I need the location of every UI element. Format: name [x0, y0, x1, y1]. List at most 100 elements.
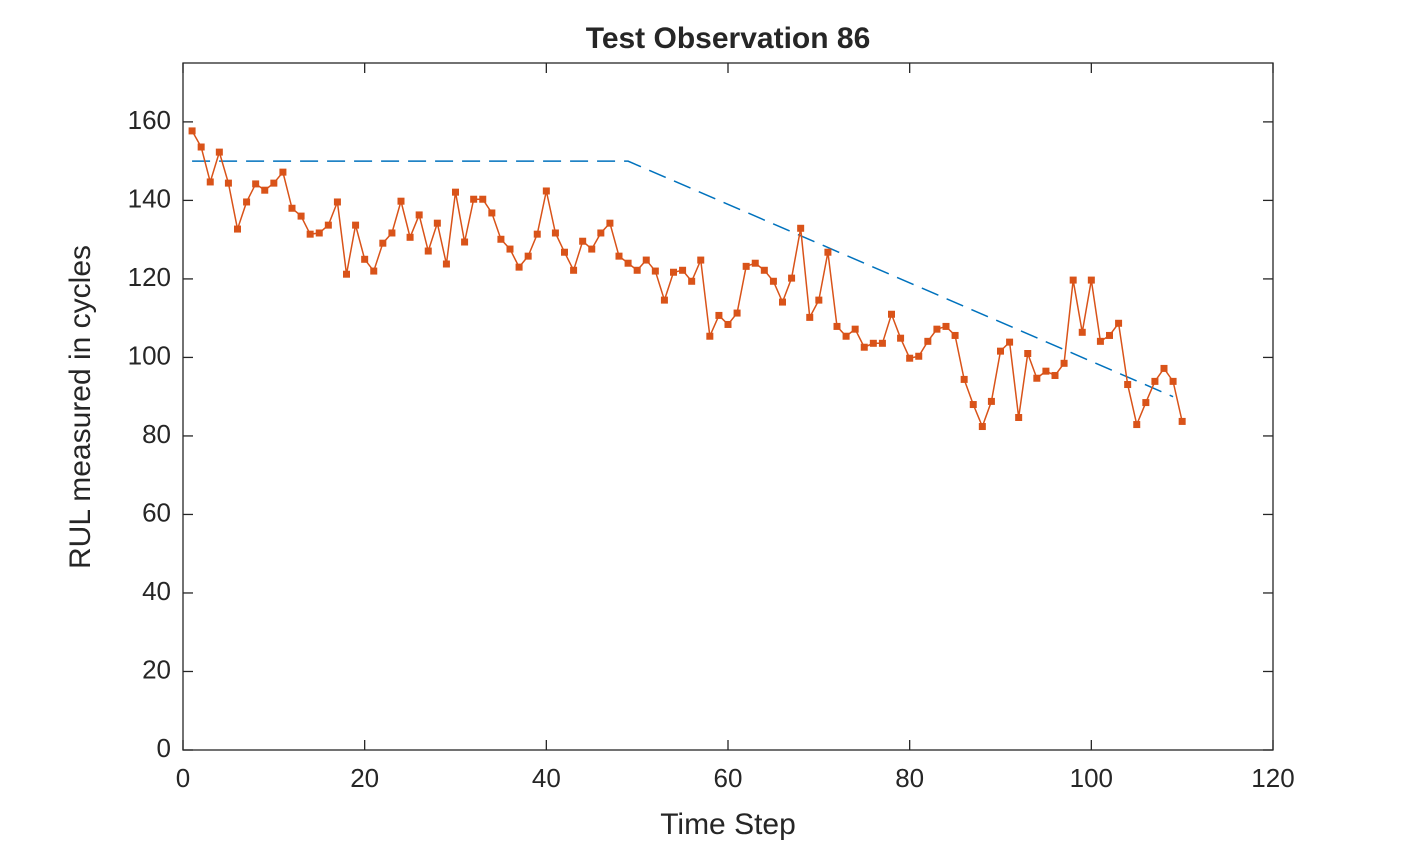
marker	[1106, 331, 1113, 339]
x-tick-label: 20	[350, 763, 379, 793]
marker	[352, 221, 360, 229]
marker	[978, 423, 986, 431]
x-axis-label: Time Step	[660, 808, 796, 841]
marker	[1024, 350, 1032, 358]
marker	[515, 263, 523, 271]
marker	[1069, 276, 1077, 284]
x-tick-label: 40	[532, 763, 561, 793]
marker	[261, 186, 269, 194]
marker	[1133, 421, 1141, 429]
marker	[897, 334, 905, 342]
marker	[379, 239, 387, 247]
marker	[1051, 371, 1059, 379]
marker	[733, 309, 741, 317]
marker	[406, 233, 414, 241]
marker	[660, 296, 668, 304]
marker	[797, 224, 805, 232]
marker	[279, 168, 287, 176]
y-tick-label: 60	[142, 497, 171, 527]
x-tick-label: 60	[714, 763, 743, 793]
marker	[1033, 374, 1041, 382]
marker	[779, 298, 786, 306]
marker	[270, 179, 278, 187]
x-tick-label: 100	[1070, 763, 1113, 793]
y-tick-label: 140	[128, 183, 171, 213]
marker	[215, 148, 223, 156]
marker	[1151, 377, 1159, 385]
marker	[960, 375, 968, 383]
marker	[606, 219, 614, 227]
marker	[615, 252, 623, 260]
marker	[479, 195, 487, 203]
marker	[206, 178, 214, 186]
marker	[297, 212, 305, 220]
marker	[706, 332, 714, 340]
marker	[860, 343, 868, 351]
marker	[833, 322, 841, 330]
marker	[788, 274, 796, 282]
marker	[588, 245, 596, 253]
marker	[1115, 319, 1123, 327]
marker	[533, 230, 541, 238]
marker	[1015, 413, 1023, 421]
marker	[987, 397, 995, 405]
marker	[1169, 377, 1177, 385]
marker	[570, 266, 578, 274]
marker	[388, 229, 396, 237]
marker	[942, 322, 950, 330]
marker	[997, 347, 1004, 355]
marker	[1042, 367, 1050, 375]
marker	[760, 266, 768, 274]
marker	[1078, 328, 1086, 336]
marker	[224, 179, 232, 187]
marker	[815, 296, 823, 304]
marker	[688, 277, 696, 285]
marker	[842, 332, 850, 340]
y-tick-label: 80	[142, 419, 171, 449]
marker	[742, 262, 750, 270]
marker	[561, 248, 568, 256]
marker	[824, 248, 832, 256]
marker	[888, 310, 895, 318]
marker	[633, 266, 641, 274]
marker	[234, 225, 241, 233]
marker	[497, 235, 505, 243]
marker	[506, 245, 514, 253]
marker	[524, 252, 532, 260]
marker	[924, 337, 932, 345]
marker	[951, 331, 959, 339]
marker	[906, 354, 914, 362]
marker	[697, 256, 705, 264]
marker	[933, 325, 941, 333]
y-tick-label: 20	[142, 654, 171, 684]
marker	[769, 277, 777, 285]
marker	[470, 195, 478, 203]
marker	[542, 187, 550, 195]
marker	[1124, 381, 1132, 389]
marker	[306, 230, 314, 238]
marker	[851, 325, 859, 333]
marker	[488, 209, 496, 217]
marker	[651, 267, 659, 275]
marker	[715, 311, 723, 319]
marker	[424, 247, 432, 255]
y-tick-label: 0	[157, 733, 171, 763]
series-line	[192, 160, 1174, 398]
marker	[1006, 338, 1014, 346]
marker	[1178, 417, 1186, 425]
marker	[878, 339, 886, 347]
marker	[969, 401, 977, 409]
marker	[551, 229, 559, 237]
y-axis-label: RUL measured in cycles	[64, 245, 97, 569]
marker	[442, 260, 450, 268]
marker	[433, 219, 441, 227]
y-tick-label: 100	[128, 340, 171, 370]
marker	[624, 259, 632, 267]
series-line	[191, 130, 1183, 429]
marker	[415, 211, 423, 219]
marker	[579, 237, 587, 245]
marker	[397, 197, 405, 205]
marker	[1096, 337, 1104, 345]
